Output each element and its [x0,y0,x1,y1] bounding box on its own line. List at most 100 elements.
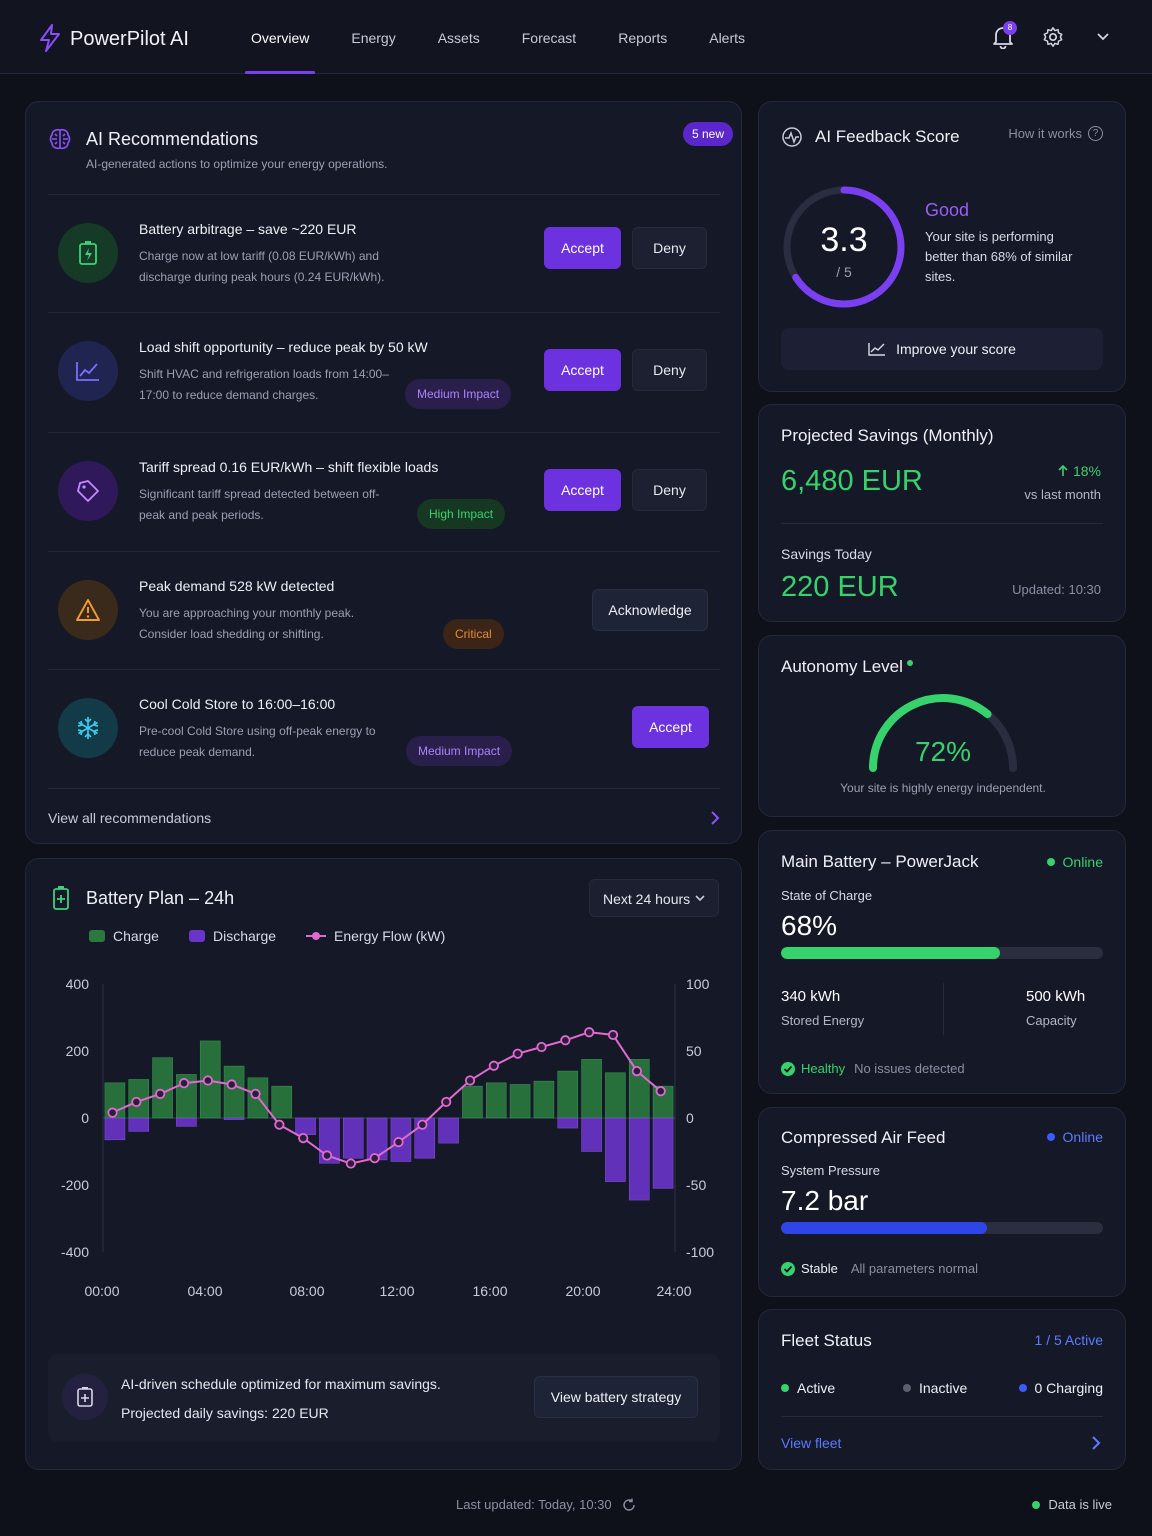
top-bar: PowerPilot AI Overview Energy Assets For… [0,0,1152,74]
trend-chart-icon [58,341,118,401]
view-fleet-link[interactable]: View fleet [781,1416,1103,1466]
air-stability: Stable All parameters normal [781,1261,978,1276]
how-it-works-label: How it works [1008,126,1082,141]
improve-score-button[interactable]: Improve your score [781,328,1103,370]
feedback-title: AI Feedback Score [815,127,960,146]
recommendation-title: Cool Cold Store to 16:00–16:00 [139,696,336,712]
pressure-bar-fill [781,1222,988,1234]
view-battery-strategy-button[interactable]: View battery strategy [534,1376,698,1418]
recommendations-subtitle: AI-generated actions to optimize your en… [86,157,388,171]
legend-label-flow: Energy Flow (kW) [334,928,446,944]
battery-status-label: Online [1062,854,1103,870]
autonomy-note: Your site is highly energy independent. [840,781,1046,795]
autonomy-title: Autonomy Level [781,657,903,676]
refresh-icon[interactable] [622,1498,636,1512]
view-all-recommendations-link[interactable]: View all recommendations [48,788,720,838]
savings-today-value: 220 EUR [781,571,899,603]
fleet-charging-label: 0 Charging [1034,1380,1104,1396]
recommendations-title: AI Recommendations [86,129,259,149]
lightning-logo-icon [38,24,62,55]
accept-button[interactable]: Accept [544,227,621,269]
acknowledge-button[interactable]: Acknowledge [592,589,708,631]
improve-score-label: Improve your score [896,341,1016,357]
tab-forecast[interactable]: Forecast [521,30,577,46]
check-circle-icon [781,1261,795,1276]
notification-count: 8 [1003,21,1017,35]
legend-swatch-flow [306,932,326,940]
tab-alerts[interactable]: Alerts [709,30,746,46]
how-it-works-link[interactable]: How it works ? [1008,126,1103,141]
main-battery-card: Main Battery – PowerJack Online State of… [758,830,1126,1094]
help-circle-icon: ? [1088,126,1103,141]
tab-reports[interactable]: Reports [618,30,668,46]
view-all-label: View all recommendations [48,810,212,826]
fleet-inactive-label: Inactive [919,1380,968,1396]
tab-overview[interactable]: Overview [230,0,330,74]
battery-title: Main Battery – PowerJack [781,852,979,871]
chevron-right-icon [711,811,720,825]
chevron-down-icon [695,895,705,902]
soc-bar [781,947,1103,959]
battery-plan-footer: AI-driven schedule optimized for maximum… [48,1354,720,1442]
legend-energy-flow: Energy Flow (kW) [306,928,445,944]
recommendation-title: Battery arbitrage – save ~220 EUR [139,221,357,237]
fleet-status-card: Fleet Status 1 / 5 Active Active Inactiv… [758,1309,1126,1470]
legend-charge: Charge [89,928,159,944]
last-updated-label: Last updated: Today, 10:30 [456,1497,612,1512]
app-name: PowerPilot AI [70,28,189,50]
soc-label: State of Charge [781,888,873,903]
live-dot [1032,1500,1041,1509]
fleet-title: Fleet Status [781,1331,872,1350]
check-circle-icon [781,1061,795,1076]
brand[interactable]: PowerPilot AI [38,24,189,55]
impact-badge: Medium Impact [406,736,513,766]
accept-button[interactable]: Accept [544,349,621,391]
impact-badge: High Impact [417,499,506,529]
fleet-active: Active [781,1380,835,1396]
recommendation-title: Tariff spread 0.16 EUR/kWh – shift flexi… [139,459,439,475]
accept-button[interactable]: Accept [632,706,709,748]
tab-assets[interactable]: Assets [437,30,480,46]
battery-health-note: No issues detected [854,1061,965,1076]
recommendation-item: Battery arbitrage – save ~220 EUR Charge… [48,194,720,312]
account-menu-button[interactable] [1090,24,1116,50]
last-updated: Last updated: Today, 10:30 [456,1497,636,1512]
soc-value: 68% [781,910,838,941]
recommendation-desc: Significant tariff spread detected betwe… [139,487,380,522]
savings-divider [781,523,1103,524]
score-value: 3.3 [820,221,868,259]
range-select[interactable]: Next 24 hours [589,879,719,917]
battery-charge-icon [58,223,118,283]
savings-monthly-value: 6,480 EUR [781,465,923,497]
deny-button[interactable]: Deny [632,349,707,391]
legend-discharge: Discharge [189,928,276,944]
trend-up-icon [868,343,886,356]
battery-stat-divider [943,983,944,1035]
fleet-active-count: 1 / 5 Active [1034,1332,1103,1348]
tab-energy[interactable]: Energy [351,30,396,46]
view-fleet-label: View fleet [781,1435,842,1451]
accept-button[interactable]: Accept [544,469,621,511]
settings-button[interactable] [1040,24,1066,50]
notifications-button[interactable]: 8 [990,21,1017,50]
arrow-up-icon [1058,465,1068,476]
legend-swatch-discharge [189,930,205,942]
recommendations-card: AI Recommendations AI-generated actions … [25,101,742,844]
snowflake-icon [58,698,118,758]
projected-savings-card: Projected Savings (Monthly) 6,480 EUR 18… [758,404,1126,622]
pressure-bar [781,1222,1103,1234]
savings-change-value: 18% [1072,463,1101,479]
pressure-label: System Pressure [781,1163,880,1178]
compressed-air-card: Compressed Air Feed Online System Pressu… [758,1107,1126,1297]
autonomy-gauge-progress [869,694,992,772]
charging-dot [1018,1384,1027,1392]
impact-badge: Medium Impact [405,379,512,409]
deny-button[interactable]: Deny [632,469,707,511]
autonomy-card: Autonomy Level 72% Your site is highly e… [758,635,1126,817]
score-ring-progress [783,186,905,308]
gear-icon [1043,27,1063,47]
recommendation-title: Peak demand 528 kW detected [139,578,335,594]
savings-change-note: vs last month [1024,487,1101,502]
recommendation-desc: Pre-cool Cold Store using off-peak energ… [139,724,376,759]
deny-button[interactable]: Deny [632,227,707,269]
